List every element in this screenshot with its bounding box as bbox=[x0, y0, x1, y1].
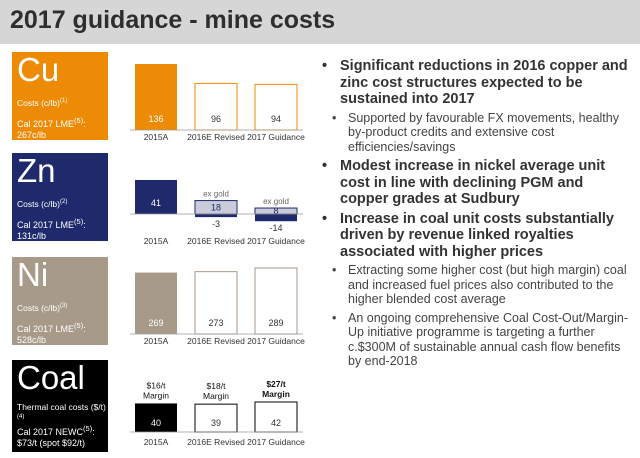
category-label: 2015A bbox=[144, 236, 169, 246]
bar-zn-2 bbox=[255, 214, 297, 222]
margin-label: $18/t bbox=[207, 381, 227, 391]
tile-symbol: Zn bbox=[17, 153, 56, 189]
bar-cu-1 bbox=[194, 82, 238, 131]
tile-symbol: Cu bbox=[17, 52, 60, 88]
bar-coal-1 bbox=[194, 403, 238, 433]
page-title: 2017 guidance - mine costs bbox=[10, 6, 336, 34]
data-label: 273 bbox=[208, 318, 223, 328]
bar-ni-0 bbox=[135, 272, 177, 334]
bar-ni-1 bbox=[194, 271, 238, 335]
data-label: 94 bbox=[271, 114, 281, 124]
tile-symbol: Ni bbox=[17, 257, 49, 293]
category-label: 2015A bbox=[144, 437, 169, 447]
category-label: 2017 Guidance bbox=[247, 437, 305, 447]
bar-coal-0 bbox=[135, 403, 177, 432]
tile-cost-label: Costs (c/lb)(3) bbox=[17, 302, 68, 313]
category-label: 2017 Guidance bbox=[247, 236, 305, 246]
category-label: 2016E Revised bbox=[187, 336, 245, 346]
bar-ni-2 bbox=[254, 267, 298, 335]
ex-gold-value: 18 bbox=[211, 202, 221, 212]
category-label: 2017 Guidance bbox=[247, 336, 305, 346]
margin-label: Margin bbox=[262, 389, 290, 399]
data-label: 41 bbox=[151, 198, 161, 208]
data-label: 39 bbox=[211, 418, 221, 428]
tile-nickel: Ni Costs (c/lb)(3) Cal 2017 LME(5): 528c/… bbox=[12, 257, 108, 345]
category-label: 2016E Revised bbox=[187, 132, 245, 142]
ex-gold-label: ex gold bbox=[263, 197, 289, 206]
sub-bullet-coal-programme: An ongoing comprehensive Coal Cost-Out/M… bbox=[318, 311, 634, 369]
bar-zn-1 bbox=[195, 214, 237, 218]
data-label: 136 bbox=[148, 114, 163, 124]
tile-cost-label: Costs (c/lb)(2) bbox=[17, 198, 68, 209]
bullet-nickel: Modest increase in nickel average unit c… bbox=[318, 158, 634, 208]
bullet-coal: Increase in coal unit costs substantiall… bbox=[318, 211, 634, 261]
tile-zinc: Zn Costs (c/lb)(2) Cal 2017 LME(5): 131c/… bbox=[12, 153, 108, 241]
bar-zn-0 bbox=[135, 180, 177, 214]
data-label: 269 bbox=[148, 318, 163, 328]
category-label: 2016E Revised bbox=[187, 437, 245, 447]
data-label: 42 bbox=[271, 418, 281, 428]
tile-symbol: Coal bbox=[17, 360, 85, 396]
data-label: -3 bbox=[212, 219, 220, 229]
tile-coal: Coal Thermal coal costs ($/t)(4) Cal 201… bbox=[12, 360, 108, 452]
category-label: 2017 Guidance bbox=[247, 132, 305, 142]
data-label: 40 bbox=[151, 418, 161, 428]
tile-price: Cal 2017 LME(5): 528c/lb bbox=[17, 321, 86, 345]
ex-gold-label: ex gold bbox=[203, 190, 229, 199]
category-label: 2015A bbox=[144, 132, 169, 142]
tile-price: Cal 2017 NEWC(5): $73/t (spot $92/t) bbox=[17, 424, 95, 448]
commentary: Significant reductions in 2016 copper an… bbox=[318, 58, 634, 373]
margin-label: $16/t bbox=[147, 380, 167, 390]
data-label: 96 bbox=[211, 114, 221, 124]
ex-gold-value: 8 bbox=[273, 206, 278, 216]
margin-label: $27/t bbox=[266, 379, 286, 389]
bar-cu-0 bbox=[135, 64, 177, 130]
bullet-cu-zn: Significant reductions in 2016 copper an… bbox=[318, 58, 634, 108]
sub-bullet-fx: Supported by favourable FX movements, he… bbox=[318, 111, 634, 155]
title-bar: 2017 guidance - mine costs bbox=[0, 0, 640, 44]
sub-bullet-coal-cost: Extracting some higher cost (but high ma… bbox=[318, 263, 634, 307]
margin-label: Margin bbox=[143, 390, 169, 400]
tile-cost-label: Thermal coal costs ($/t)(4) bbox=[17, 402, 106, 420]
tile-cost-label: Costs (c/lb)(1) bbox=[17, 97, 68, 108]
category-label: 2015A bbox=[144, 336, 169, 346]
data-label: -14 bbox=[269, 223, 282, 233]
margin-label: Margin bbox=[203, 391, 229, 401]
tile-price: Cal 2017 LME(5): 267c/lb bbox=[17, 116, 86, 140]
data-label: 289 bbox=[268, 318, 283, 328]
category-label: 2016E Revised bbox=[187, 236, 245, 246]
tile-price: Cal 2017 LME(5): 131c/lb bbox=[17, 217, 86, 241]
bar-cu-2 bbox=[254, 83, 298, 131]
tile-copper: Cu Costs (c/lb)(1) Cal 2017 LME(5): 267c/… bbox=[12, 52, 108, 140]
